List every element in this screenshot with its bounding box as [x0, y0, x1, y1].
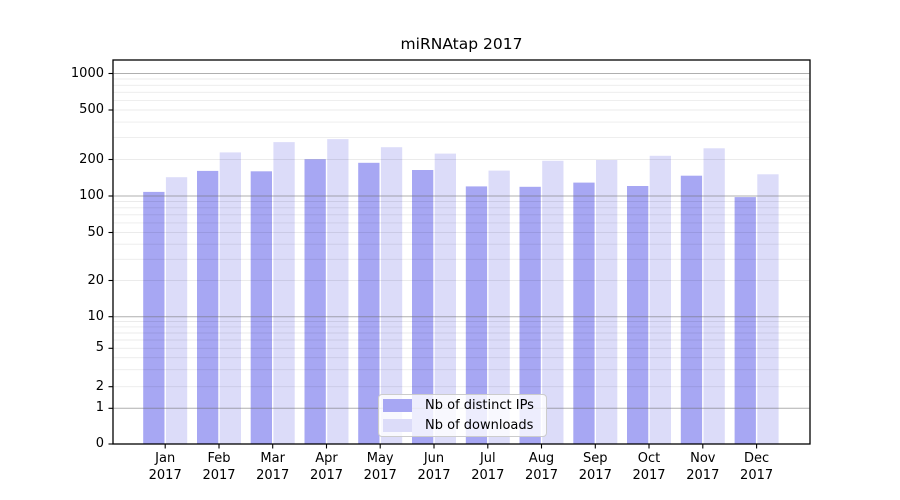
x-tick-label-line: 2017	[256, 467, 290, 483]
legend: Nb of distinct IPs Nb of downloads	[378, 394, 547, 437]
plot-frame	[112, 59, 811, 445]
bar-distinct-ips-mar	[250, 171, 272, 445]
x-tick-label-line: 2017	[363, 467, 397, 483]
bar-downloads-nov	[703, 148, 725, 445]
x-tick-label-line: Oct	[637, 451, 661, 466]
x-tick-label: Jan 2017	[125, 451, 205, 484]
x-tick-label: Jun 2017	[394, 451, 474, 484]
bar-distinct-ips-dec	[734, 197, 756, 444]
x-tick-label: Oct 2017	[609, 451, 689, 484]
x-tick-label-line: 2017	[471, 467, 505, 483]
legend-label-downloads: Nb of downloads	[425, 417, 534, 433]
x-tick-label-line: Jul	[479, 451, 496, 466]
x-tick-label-line: 2017	[632, 467, 666, 483]
x-tick-label-line: May	[366, 451, 394, 466]
y-tick-label: 5	[95, 340, 104, 356]
bar-downloads-oct	[649, 155, 671, 445]
bar-distinct-ips-oct	[627, 186, 649, 444]
y-tick-label: 1000	[70, 65, 104, 81]
bar-downloads-mar	[273, 142, 295, 444]
x-tick-label-line: 2017	[740, 467, 774, 483]
y-tick-label: 10	[87, 308, 104, 324]
bar-distinct-ips-aug	[519, 186, 541, 445]
x-tick-label: Nov 2017	[663, 451, 743, 484]
y-tick-label: 0	[95, 436, 104, 451]
x-tick-label-line: Apr	[315, 451, 338, 466]
bar-distinct-ips-feb	[197, 170, 219, 444]
chart-title: miRNAtap 2017	[400, 35, 523, 53]
x-tick-label: Jul 2017	[448, 451, 528, 484]
y-tick-label: 20	[87, 272, 104, 288]
y-tick-label: 2	[95, 378, 104, 394]
bar-downloads-jun	[434, 153, 456, 444]
bar-distinct-ips-jul	[465, 186, 488, 444]
x-tick-label-line: Feb	[207, 451, 231, 466]
x-tick-label-line: Mar	[260, 451, 285, 466]
bar-downloads-apr	[327, 139, 349, 444]
x-tick-label-line: Sep	[583, 451, 608, 466]
y-tick-label: 50	[87, 224, 104, 240]
bar-distinct-ips-sep	[573, 182, 595, 444]
legend-item-distinct-ips: Nb of distinct IPs	[383, 397, 542, 413]
x-tick-label: Sep 2017	[555, 451, 635, 484]
x-tick-label-line: 2017	[578, 467, 612, 483]
bar-downloads-aug	[542, 160, 564, 445]
x-tick-label-line: Dec	[744, 451, 770, 466]
bar-downloads-sep	[596, 160, 618, 444]
x-tick-label: May 2017	[340, 451, 420, 484]
x-tick-label-line: 2017	[148, 467, 182, 483]
x-tick-label-line: 2017	[524, 467, 559, 483]
x-tick-label: Dec 2017	[717, 451, 797, 484]
bar-downloads-feb	[219, 152, 241, 444]
bar-distinct-ips-apr	[304, 159, 326, 444]
x-tick-label-line: 2017	[202, 467, 236, 483]
legend-label-distinct-ips: Nb of distinct IPs	[425, 397, 534, 413]
y-tick-label: 100	[79, 188, 104, 203]
x-tick-label-line: 2017	[686, 467, 720, 483]
x-tick-label-line: Jan	[155, 451, 176, 466]
legend-item-downloads: Nb of downloads	[383, 417, 542, 433]
bar-downloads-may	[380, 147, 403, 444]
x-tick-label: Feb 2017	[179, 451, 259, 484]
y-tick-label: 200	[79, 151, 104, 167]
bar-downloads-jan	[165, 177, 188, 444]
bar-downloads-jul	[488, 170, 510, 444]
bar-downloads-dec	[757, 174, 779, 445]
x-tick-label-line: 2017	[417, 467, 451, 483]
x-tick-label: Aug 2017	[502, 451, 582, 484]
x-tick-label-line: Nov	[690, 451, 716, 466]
x-tick-label: Apr 2017	[287, 451, 367, 484]
x-tick-label: Mar 2017	[233, 451, 313, 484]
y-tick-label: 500	[79, 102, 104, 117]
bar-distinct-ips-may	[358, 162, 380, 445]
bar-distinct-ips-nov	[680, 175, 703, 444]
legend-swatch-downloads	[383, 419, 412, 432]
x-tick-label-line: Aug	[528, 451, 555, 466]
y-tick-label: 1	[95, 400, 104, 416]
x-tick-label-line: 2017	[309, 467, 344, 483]
bar-distinct-ips-jan	[143, 191, 165, 444]
x-tick-label-line: Jun	[423, 451, 445, 466]
legend-swatch-distinct-ips	[383, 399, 412, 412]
bar-distinct-ips-jun	[412, 170, 434, 444]
